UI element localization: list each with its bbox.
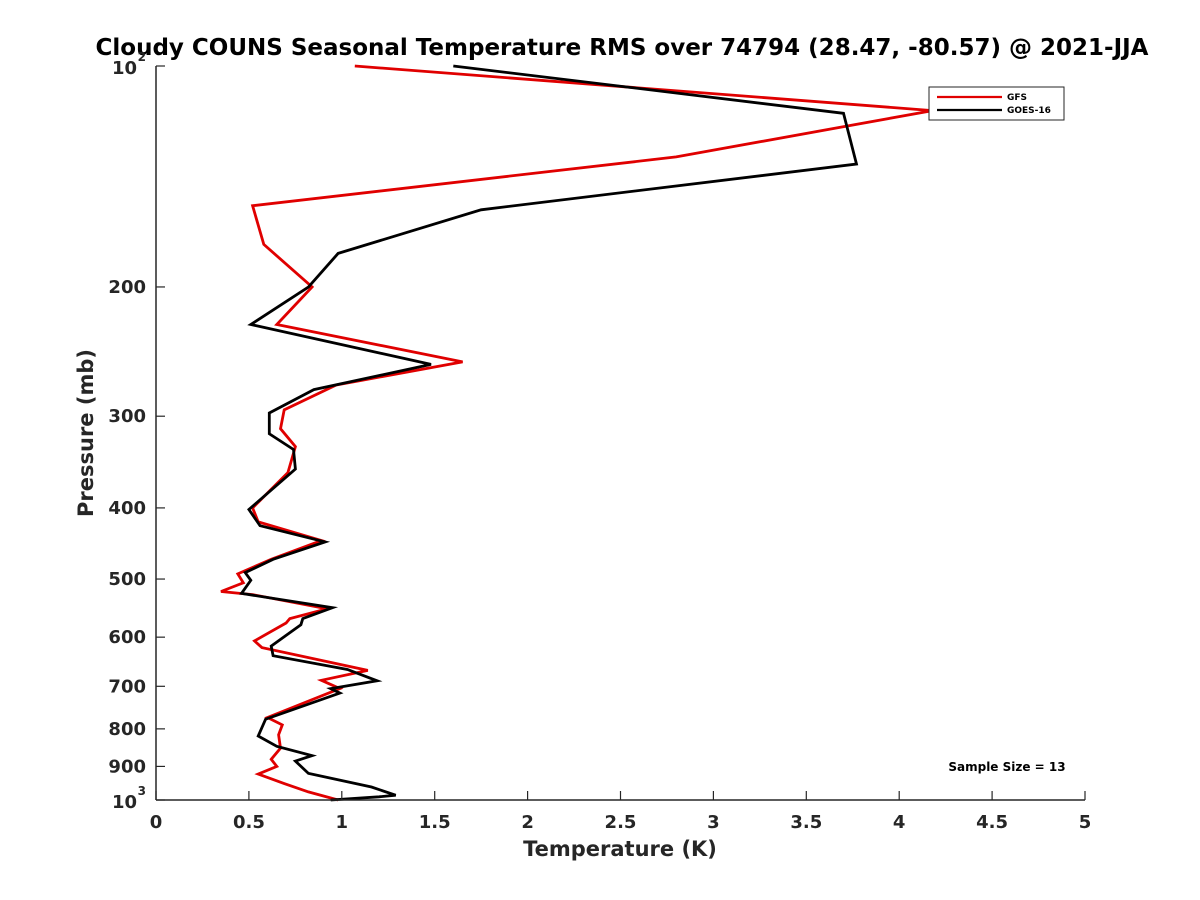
y-tick-label: 200: [108, 277, 146, 298]
y-tick-label: 500: [108, 569, 146, 590]
x-axis-ticks: 0 0.5 1 1.5 2 2.5 3 3.5 4 4.5 5: [150, 791, 1092, 833]
x-tick-label: 3.5: [790, 812, 822, 833]
x-tick-label: 0: [150, 812, 163, 833]
legend-entries: GFS GOES-16: [937, 93, 1051, 116]
y-tick-exponent: 3: [138, 784, 146, 798]
y-tick-exponent: 2: [138, 50, 146, 64]
y-tick-label: 10: [112, 58, 137, 79]
plot-area: 0 0.5 1 1.5 2 2.5 3 3.5 4 4.5 5 210200300400500600…: [108, 50, 1091, 833]
x-tick-label: 4: [893, 812, 906, 833]
x-tick-label: 1: [336, 812, 349, 833]
series-line-goes-16: [239, 64, 859, 802]
legend-label: GFS: [1007, 93, 1027, 103]
sample-size-annotation: Sample Size = 13: [948, 760, 1065, 774]
series-line-gfs: [220, 64, 933, 802]
x-tick-label: 2: [521, 812, 534, 833]
legend-label: GOES-16: [1007, 106, 1051, 116]
y-tick-label: 10: [112, 792, 137, 813]
x-tick-label: 4.5: [976, 812, 1008, 833]
y-axis-label: Pressure (mb): [74, 349, 98, 517]
series-layer: [220, 64, 933, 802]
x-tick-label: 2.5: [605, 812, 637, 833]
x-tick-label: 0.5: [233, 812, 265, 833]
y-tick-label: 400: [108, 498, 146, 519]
x-tick-label: 5: [1079, 812, 1092, 833]
x-tick-label: 1.5: [419, 812, 451, 833]
legend: GFS GOES-16: [928, 86, 1065, 121]
y-tick-label: 800: [108, 719, 146, 740]
legend-box: [928, 86, 1065, 121]
x-axis-label: Temperature (K): [523, 837, 717, 861]
y-tick-label: 300: [108, 406, 146, 427]
y-tick-label: 700: [108, 676, 146, 697]
y-tick-label: 900: [108, 756, 146, 777]
chart-title: Cloudy COUNS Seasonal Temperature RMS ov…: [96, 35, 1149, 61]
x-tick-label: 3: [707, 812, 720, 833]
y-tick-label: 600: [108, 627, 146, 648]
